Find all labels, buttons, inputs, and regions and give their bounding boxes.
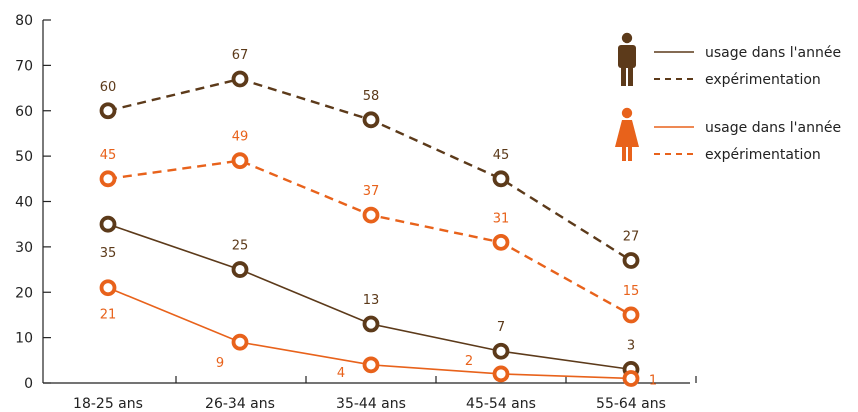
x-tick-label: 55-64 ans	[596, 396, 666, 412]
data-label: 37	[363, 184, 380, 199]
data-point	[99, 215, 117, 233]
woman-icon	[615, 107, 639, 161]
legend-men: usage dans l'année expérimentation	[618, 32, 841, 88]
series-men-usage: 35 25 13 7 3	[99, 215, 640, 378]
y-tick-label: 80	[15, 13, 33, 29]
legend-label-men-usage: usage dans l'année	[705, 45, 841, 61]
data-point	[231, 70, 249, 88]
y-tick-label: 10	[15, 331, 33, 347]
data-point	[622, 370, 640, 387]
data-point	[99, 170, 117, 188]
data-label: 49	[232, 130, 249, 145]
data-label: 15	[623, 284, 640, 299]
data-label: 67	[232, 48, 249, 63]
data-label: 45	[493, 148, 510, 163]
data-point	[362, 356, 380, 374]
data-point	[362, 111, 380, 129]
legend-label-men-experimentation: expérimentation	[705, 72, 821, 88]
data-point	[231, 152, 249, 170]
legend-label-women-usage: usage dans l'année	[705, 120, 841, 136]
data-point	[622, 252, 640, 269]
data-point	[492, 342, 510, 360]
legend-women: usage dans l'année expérimentation	[615, 107, 841, 163]
data-point	[231, 333, 249, 351]
series-women-experimentation: 45 49 37 31 15	[99, 130, 640, 324]
y-tick-label: 70	[15, 58, 33, 74]
data-point	[99, 279, 117, 297]
data-label: 2	[465, 354, 473, 369]
data-label: 9	[216, 356, 224, 371]
data-label: 13	[363, 293, 380, 308]
y-tick-label: 40	[15, 195, 33, 211]
legend-label-women-experimentation: expérimentation	[705, 147, 821, 163]
x-tick-label: 18-25 ans	[73, 396, 143, 412]
axes: 0 10 20 30 40 50 60 70 80 18-25 ans 26-34 ans 35-44…	[15, 13, 697, 412]
series-line	[107, 77, 632, 262]
data-label: 27	[623, 229, 640, 244]
data-point	[362, 206, 380, 224]
series-men-experimentation: 60 67 58 45 27	[99, 48, 640, 269]
data-label: 58	[363, 89, 380, 104]
y-tick-label: 0	[24, 376, 33, 392]
data-point	[492, 233, 510, 251]
data-label: 7	[497, 320, 505, 335]
data-label: 25	[232, 239, 249, 254]
y-tick-label: 50	[15, 149, 33, 165]
x-tick-label: 35-44 ans	[336, 396, 406, 412]
y-tick-label: 30	[15, 240, 33, 256]
data-point	[492, 365, 510, 383]
data-label: 3	[627, 338, 635, 353]
data-point	[622, 306, 640, 324]
data-label: 60	[100, 80, 117, 95]
data-point	[231, 261, 249, 278]
data-label: 45	[100, 148, 117, 163]
y-tick-label: 60	[15, 104, 33, 120]
y-tick-label: 20	[15, 285, 33, 301]
man-icon	[618, 32, 636, 86]
x-tick-label: 45-54 ans	[466, 396, 536, 412]
data-label: 4	[337, 366, 345, 381]
data-label: 35	[100, 246, 117, 261]
data-label: 21	[100, 308, 117, 323]
data-point	[492, 170, 510, 188]
data-point	[362, 315, 380, 333]
data-label: 31	[493, 211, 510, 226]
x-tick-label: 26-34 ans	[205, 396, 275, 412]
data-point	[99, 102, 117, 120]
legend: usage dans l'année expérimentation usage…	[615, 32, 841, 163]
data-label: 1	[649, 373, 657, 388]
